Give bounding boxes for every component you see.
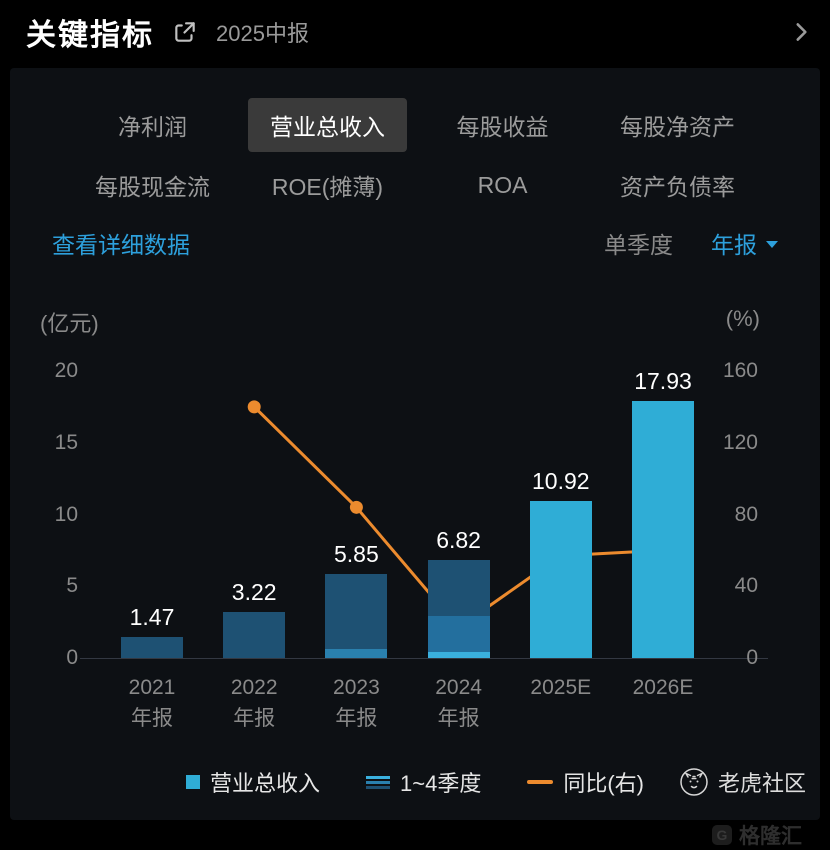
- left-axis-tick: 5: [66, 574, 78, 598]
- bar-value-label: 1.47: [129, 603, 175, 630]
- bar-value-label: 3.22: [231, 578, 277, 605]
- legend-label: 营业总收入: [210, 771, 321, 796]
- left-axis-tick: 20: [54, 359, 78, 382]
- report-period: 2025中报: [216, 21, 309, 46]
- community-brand[interactable]: 老虎社区: [679, 766, 806, 798]
- tab-roa[interactable]: ROA: [477, 171, 528, 198]
- key-indicators-card: 净利润 营业总收入 每股收益 每股净资产 每股现金流 ROE(摊薄) ROA 资产负债率 查…: [10, 68, 820, 820]
- yoy-swatch-icon: [527, 780, 554, 784]
- watermark-label: 格隆汇: [739, 825, 802, 848]
- tab-debt-ratio[interactable]: 资产负债率: [620, 174, 735, 200]
- bar-segment: [427, 652, 490, 658]
- bar-2025e[interactable]: [529, 501, 592, 658]
- bar-segment: [632, 400, 694, 658]
- tab-net-assets-per-share[interactable]: 每股净资产: [620, 114, 735, 140]
- bar-segment: [325, 648, 388, 658]
- quarters-swatch-icon: [366, 775, 391, 789]
- tab-total-revenue[interactable]: 营业总收入: [248, 98, 407, 152]
- tab-cash-flow-per-share[interactable]: 每股现金流: [95, 174, 210, 200]
- legend-item-line: 同比(右): [527, 766, 644, 798]
- bar-segment: [121, 636, 183, 658]
- category-label: 2025E: [530, 676, 592, 699]
- share-icon[interactable]: [172, 19, 198, 45]
- right-axis-tick: 160: [722, 359, 758, 382]
- right-axis-tick: 120: [722, 430, 758, 454]
- community-label: 老虎社区: [717, 771, 806, 796]
- tiger-logo-icon: [680, 768, 708, 796]
- legend-label: 1~4季度: [400, 771, 482, 796]
- annual-report-option[interactable]: 年报: [711, 226, 778, 260]
- caret-down-icon: [766, 241, 778, 248]
- tab-net-profit[interactable]: 净利润: [118, 114, 187, 140]
- bar-value-label: 10.92: [532, 468, 590, 495]
- annual-report-label: 年报: [711, 232, 757, 258]
- category-label: 2023 年报: [333, 676, 380, 730]
- legend-item-quarters: 1~4季度: [366, 766, 481, 798]
- revenue-chart: (亿元) (%) 0 5 10 15 20 0 40 80 120 160 1.47 2021 年报 3.…: [10, 272, 820, 752]
- legend-label: 同比(右): [563, 771, 644, 796]
- yoy-point[interactable]: [349, 500, 363, 514]
- watermark-logo-icon: G: [712, 825, 732, 845]
- bar-2022[interactable]: [223, 611, 286, 658]
- right-axis-tick: 80: [734, 502, 758, 526]
- bar-segment: [427, 616, 490, 653]
- tab-roe-diluted[interactable]: ROE(摊薄): [271, 174, 384, 200]
- legend-row: 营业总收入 1~4季度 同比(右) 老虎社区: [10, 752, 820, 812]
- bar-value-label: 17.93: [634, 367, 692, 394]
- tab-row-1: 净利润 营业总收入 每股收益 每股净资产: [10, 94, 820, 156]
- right-axis-tick: 0: [746, 646, 758, 669]
- bar-value-label: 5.85: [334, 541, 379, 568]
- bar-segment: [223, 611, 286, 658]
- category-label: 2021 年报: [128, 676, 176, 730]
- bar-2024[interactable]: [427, 560, 490, 658]
- right-axis-unit: (%): [725, 306, 760, 331]
- x-axis-line: [80, 658, 768, 659]
- yoy-point[interactable]: [247, 400, 261, 414]
- left-axis-tick: 15: [54, 430, 78, 454]
- category-label: 2024 年报: [435, 676, 482, 730]
- tab-row-2: 每股现金流 ROE(摊薄) ROA 资产负债率: [10, 156, 820, 214]
- detail-data-link[interactable]: 查看详细数据: [52, 232, 190, 258]
- watermark: G 格隆汇: [712, 820, 802, 850]
- controls-row: 查看详细数据 单季度 年报: [10, 214, 820, 272]
- revenue-swatch-icon: [186, 775, 200, 789]
- page-title: 关键指标: [26, 19, 154, 52]
- bar-segment: [529, 501, 592, 658]
- bar-2021[interactable]: [121, 636, 183, 658]
- bar-2023[interactable]: [325, 574, 388, 658]
- bar-segment: [427, 560, 490, 617]
- header: 关键指标 2025中报: [0, 0, 830, 64]
- right-axis-tick: 40: [734, 574, 758, 598]
- bar-segment: [325, 574, 388, 649]
- legend: 营业总收入 1~4季度 同比(右): [186, 766, 644, 798]
- legend-item-bar: 营业总收入: [186, 766, 320, 798]
- category-label: 2026E: [632, 676, 694, 699]
- tab-eps[interactable]: 每股收益: [456, 114, 549, 140]
- single-quarter-option[interactable]: 单季度: [604, 232, 673, 258]
- period-toggle: 单季度 年报: [604, 226, 778, 260]
- left-axis-unit: (亿元): [40, 311, 99, 336]
- left-axis-tick: 10: [54, 502, 78, 526]
- bar-2026e[interactable]: [632, 400, 694, 658]
- chevron-right-icon[interactable]: [788, 19, 814, 45]
- bar-value-label: 6.82: [436, 527, 481, 554]
- left-axis-tick: 0: [66, 646, 78, 669]
- category-label: 2022 年报: [230, 676, 278, 730]
